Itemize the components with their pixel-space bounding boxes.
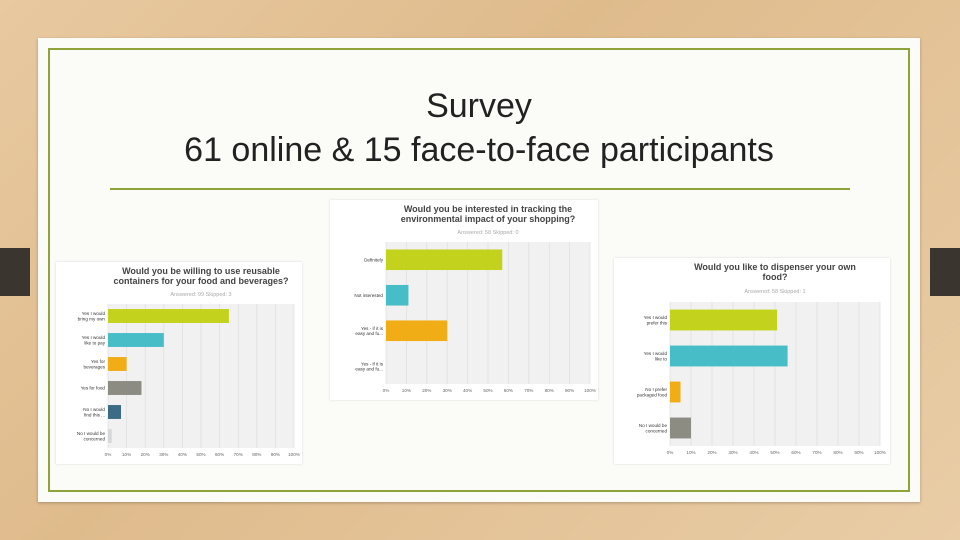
title-divider [110,188,850,190]
x-tick-label: 40% [178,452,187,457]
x-tick-label: 30% [159,452,168,457]
bar [108,333,164,347]
bar [108,309,229,323]
chart-svg: Would you be interested in tracking thee… [354,204,596,393]
x-tick-label: 100% [288,452,300,457]
x-tick-label: 100% [584,388,596,393]
slide-title: Survey 61 online & 15 face-to-face parti… [38,84,920,172]
category-label: No I would be concerned [77,431,106,441]
x-tick-label: 40% [749,450,758,455]
left-edge-tab [0,248,30,296]
category-label: Yes I would prefer this [644,315,668,325]
category-label: No I would find this ... [83,407,105,417]
x-tick-label: 50% [483,388,492,393]
x-tick-label: 10% [402,388,411,393]
slide-title-line2: 61 online & 15 face-to-face participants [184,131,774,169]
chart-title-line2: food? [763,272,788,282]
category-label: Yes I would like to pay [82,335,106,345]
category-label: Yes I would bring my own [78,311,106,321]
category-label: No I would be concerned [639,423,668,433]
category-label: No I prefer packaged food [637,387,668,397]
bar [386,284,409,306]
x-tick-label: 40% [463,388,472,393]
x-tick-label: 60% [504,388,513,393]
bar [386,320,448,342]
x-tick-label: 90% [854,450,863,455]
chart-subtitle: Answered: 99 Skipped: 3 [170,292,231,298]
category-label: Yes for food [81,386,106,391]
chart-title-line1: Would you be willing to use reusable [122,266,280,276]
x-tick-label: 0% [383,388,390,393]
x-tick-label: 30% [443,388,452,393]
x-tick-label: 20% [707,450,716,455]
x-tick-label: 20% [422,388,431,393]
right-edge-tab [930,248,960,296]
chart-subtitle: Answered: 58 Skipped: 0 [457,230,518,236]
bar [108,429,112,443]
chart-reusable-containers: Would you be willing to use reusable cont… [56,262,302,464]
x-tick-label: 80% [252,452,261,457]
bar [386,249,503,271]
x-tick-label: 70% [812,450,821,455]
x-tick-label: 80% [833,450,842,455]
chart-title-line1: Would you be interested in tracking the [404,204,572,214]
x-tick-label: 10% [122,452,131,457]
chart-svg: Would you be willing to use reusablecont… [77,266,300,457]
x-tick-label: 0% [667,450,674,455]
x-tick-label: 10% [686,450,695,455]
x-tick-label: 50% [770,450,779,455]
slide-title-line1: Survey [426,87,532,125]
x-tick-label: 70% [234,452,243,457]
chart-dispense-own-food: Would you like to dispenser your own food… [614,258,890,464]
chart-title-line2: containers for your food and beverages? [113,276,288,286]
x-tick-label: 0% [105,452,112,457]
chart-subtitle: Answered: 58 Skipped: 1 [744,289,805,295]
chart-title-line1: Would you like to dispenser your own [694,262,856,272]
x-tick-label: 50% [196,452,205,457]
bar [108,381,142,395]
bar [670,417,691,439]
x-tick-label: 30% [728,450,737,455]
x-tick-label: 90% [271,452,280,457]
bar [670,381,681,403]
category-label: Yes - if it is easy and fu... [355,326,383,336]
bar [670,309,778,331]
x-tick-label: 70% [524,388,533,393]
chart-title-line2: environmental impact of your shopping? [401,214,576,224]
x-tick-label: 60% [791,450,800,455]
x-tick-label: 90% [565,388,574,393]
bar [670,345,788,367]
slide-frame [48,48,910,492]
bar [108,357,127,371]
category-label: Yes for beverages [84,359,106,369]
chart-svg: Would you like to dispenser your ownfood… [637,262,886,455]
bar [108,405,122,419]
x-tick-label: 100% [874,450,886,455]
x-tick-label: 20% [141,452,150,457]
category-label: Yes - if it is easy and fu... [355,361,383,371]
x-tick-label: 60% [215,452,224,457]
category-label: Definitely [364,257,384,262]
x-tick-label: 80% [545,388,554,393]
category-label: Yes I would like to [644,351,668,361]
category-label: Not interested [354,293,383,298]
chart-environmental-tracking: Would you be interested in tracking the e… [330,200,598,400]
